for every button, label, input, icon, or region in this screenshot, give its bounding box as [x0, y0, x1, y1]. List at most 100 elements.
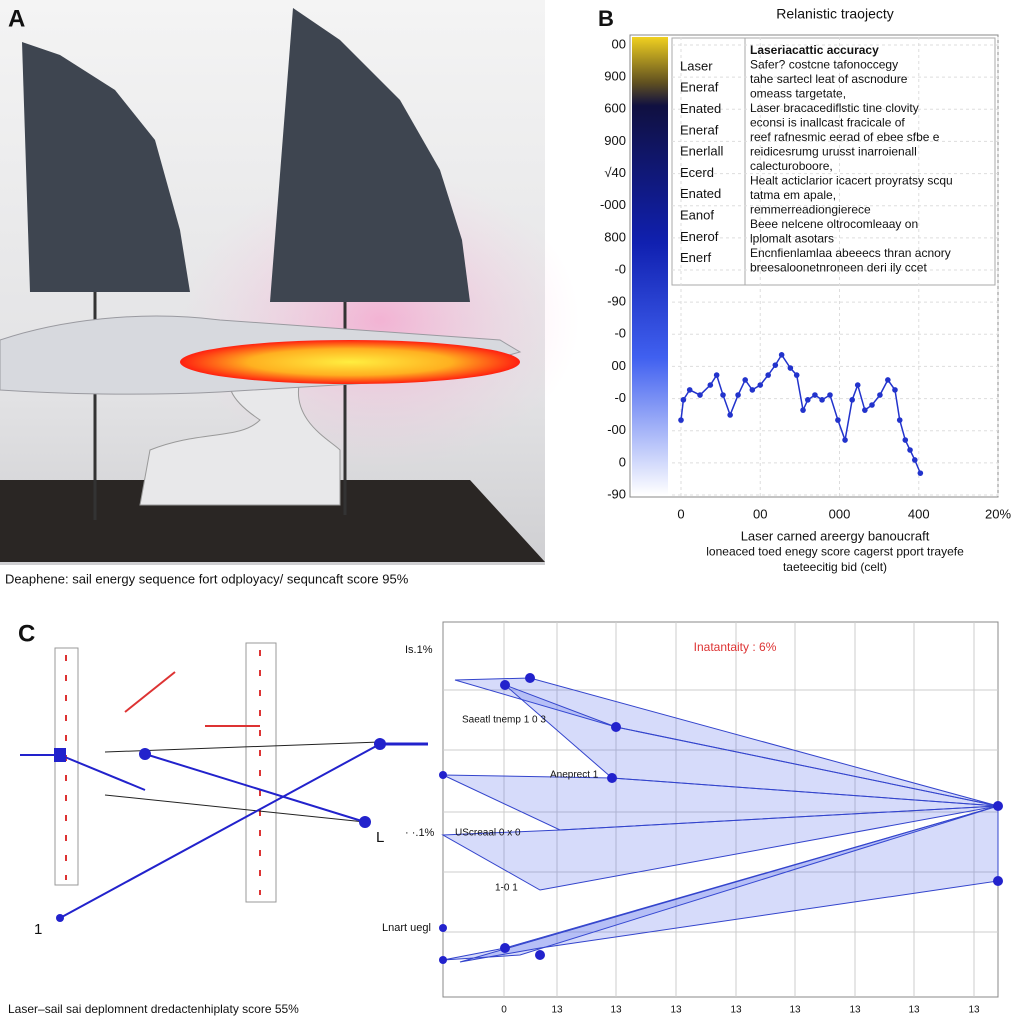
x-tick-label: 0: [501, 1005, 507, 1016]
annotation-line: Beee nelcene oltrocomleaay on: [750, 217, 918, 231]
chart-title: Relanistic traojecty: [776, 6, 894, 22]
data-point: [827, 392, 833, 398]
y-tick-label: 600: [604, 101, 626, 116]
data-point: [720, 392, 726, 398]
annotation-line: reidicesrumg urusst inarroienall: [750, 145, 917, 159]
link: [144, 753, 366, 823]
y-tick-label: -0: [614, 261, 626, 276]
link: [59, 743, 381, 919]
data-point: [885, 377, 891, 383]
data-point: [835, 417, 841, 423]
node: [54, 748, 66, 762]
x-axis-label: Laser carned areergy banoucraft: [741, 528, 930, 543]
data-point: [907, 447, 913, 453]
y-tick-label: -0: [614, 390, 626, 405]
legend-label: Enerlall: [680, 144, 723, 159]
data-point: [800, 407, 806, 413]
data-point: [707, 382, 714, 388]
y-tick-label: -90: [607, 486, 626, 501]
y-tick-label: 00: [612, 36, 626, 51]
legend-label: Eanof: [680, 208, 714, 223]
y-tick-label: 00: [612, 358, 626, 373]
plot-area: [442, 621, 999, 998]
grid: [443, 622, 998, 997]
legend-label: Enerof: [680, 229, 719, 244]
data-point: [917, 470, 924, 476]
x-tick-label: 13: [730, 1005, 742, 1016]
chart-title: Inatantaity : 6%: [694, 640, 777, 654]
x-tick-label: 13: [610, 1005, 622, 1016]
data-point: [735, 392, 741, 398]
data-point: [778, 352, 785, 358]
x-tick-label: 13: [789, 1005, 801, 1016]
data-point: [742, 377, 748, 383]
annotation-line: tahe sartecl leat of ascnodure: [750, 72, 908, 86]
x-tick-label: 13: [551, 1005, 563, 1016]
data-point: [805, 397, 811, 403]
inner-label: 1-0 1: [495, 883, 518, 894]
annotation-line: Encnfienlamlaa abeeecs thran acnory: [750, 246, 951, 260]
x-tick-label: 13: [968, 1005, 980, 1016]
data-point: [727, 412, 733, 418]
arrow: [124, 671, 176, 713]
x-axis-label: taeteecitig bid (celt): [783, 560, 887, 574]
data-point: [877, 392, 883, 398]
caption: Laser–sail sai deplomnent dredactenhipla…: [8, 1002, 299, 1016]
data-point: [765, 372, 771, 378]
y-tick-label: 900: [604, 133, 626, 148]
data-point: [896, 417, 903, 423]
x-tick-label: 13: [670, 1005, 682, 1016]
panel-label: A: [8, 5, 25, 32]
y-label: Lnart uegl: [382, 922, 431, 934]
panel-a: A Deaphene: sail energy sequence fort od…: [0, 0, 580, 586]
y-tick-label: -000: [600, 197, 626, 212]
fan: [441, 677, 999, 963]
x-tick-label: 000: [829, 506, 851, 521]
panel-label: C: [18, 620, 35, 647]
annotation-line: calecturoboore,: [750, 159, 833, 173]
data-point: [812, 392, 818, 398]
link: [104, 794, 366, 823]
frame: [54, 647, 79, 886]
diagram-label: 1: [34, 921, 42, 938]
x-tick-label: 00: [753, 506, 767, 521]
data-point: [892, 387, 898, 393]
sail: [22, 42, 190, 292]
y-tick-label: -90: [607, 294, 626, 309]
laser-beam: [180, 340, 520, 384]
data-point: [757, 382, 764, 388]
caption: Deaphene: sail energy sequence fort odpl…: [5, 571, 409, 586]
annotation-line: Laser bracacediflstic tine clovity: [750, 101, 919, 115]
legend-label: Enated: [680, 101, 721, 116]
node: [359, 816, 371, 828]
data-point: [854, 382, 861, 388]
x-tick-label: 400: [908, 506, 930, 521]
annotation-line: Safer? costcne tafonoccegy: [750, 58, 898, 72]
annotation-line: breesaloonetnroneen deri ily ccet: [750, 261, 927, 275]
data-point: [793, 372, 800, 378]
panel-c: C L 1 Laser–sail sai deplomnent dredacte…: [8, 620, 1003, 1016]
data-point: [842, 437, 848, 443]
fan-nodes: [439, 673, 1003, 964]
data-point: [713, 372, 720, 378]
x-tick-label: 13: [849, 1005, 861, 1016]
legend-label: Laser: [680, 58, 713, 73]
y-tick-label: 800: [604, 229, 626, 244]
annotation-line: Laseriacattic accuracy: [750, 43, 879, 57]
annotation-box: [744, 37, 996, 286]
x-tick-label: 20%: [985, 506, 1011, 521]
annotation-line: tatma em apale,: [750, 188, 836, 202]
x-tick-label: 13: [908, 1005, 920, 1016]
legend-label: Enated: [680, 186, 721, 201]
link: [104, 741, 381, 753]
data-point: [678, 417, 684, 423]
panel-b: B Relanistic traojecty 00900600900√40-00…: [598, 6, 1011, 574]
link: [59, 754, 146, 791]
annotation-line: reef rafnesmic eerad of ebee sfbe e: [750, 130, 940, 144]
data-point: [862, 407, 868, 413]
annotation-line: remmerreadiongierece: [750, 203, 871, 217]
y-tick-label: -0: [614, 326, 626, 341]
data-point: [902, 437, 909, 443]
data-point: [819, 397, 825, 403]
annotation-line: Healt acticlarior icacert proyratsy scqu: [750, 174, 953, 188]
